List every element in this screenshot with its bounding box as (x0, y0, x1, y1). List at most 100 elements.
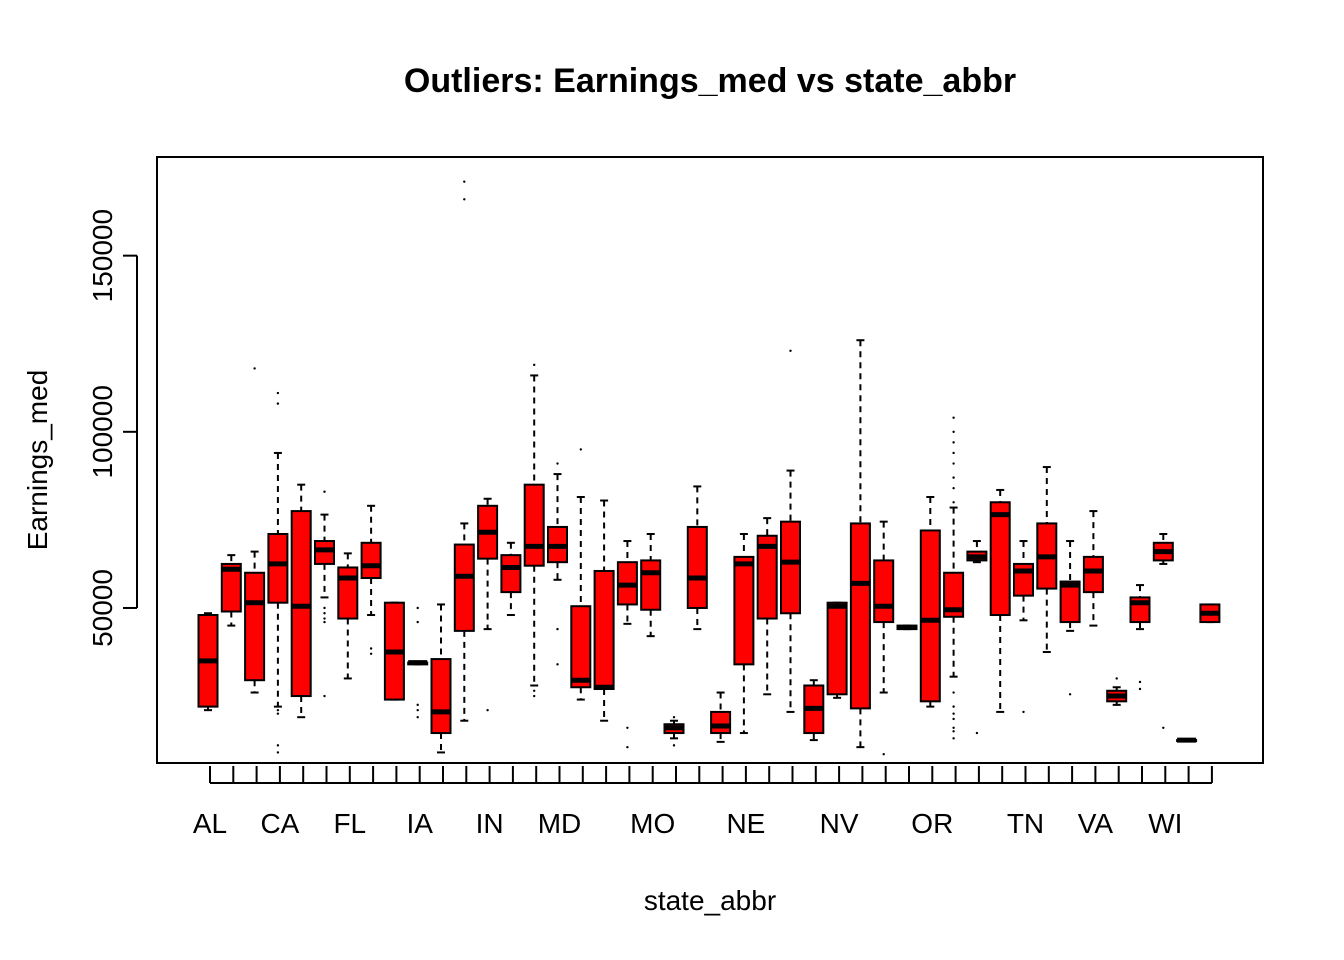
box-body (873, 559, 895, 624)
outlier-point (533, 694, 536, 698)
box-26 (780, 349, 801, 713)
box-19 (616, 540, 638, 749)
box-series (197, 180, 1221, 756)
box-30 (873, 520, 895, 756)
box-body (453, 543, 475, 632)
x-tick-label: OR (911, 808, 953, 839)
outlier-point (672, 715, 676, 719)
box-27 (803, 679, 825, 742)
box-1 (197, 612, 219, 712)
outlier-point (952, 416, 955, 419)
outlier-point (882, 752, 885, 756)
box-23 (710, 691, 732, 743)
y-tick-label: 150000 (87, 209, 118, 302)
box-body (523, 483, 545, 567)
x-tick-label: CA (260, 808, 299, 839)
outlier-point (952, 501, 955, 504)
box-12 (453, 180, 475, 722)
outlier-point (952, 730, 955, 733)
box-44 (1199, 603, 1221, 624)
outlier-point (579, 448, 582, 451)
box-18 (593, 499, 615, 722)
x-tick-label: TN (1007, 808, 1044, 839)
box-13 (477, 497, 499, 712)
outlier-point (323, 612, 326, 615)
box-5 (290, 483, 312, 719)
box-body (849, 522, 871, 710)
outlier-point (276, 744, 280, 747)
plot-frame (156, 156, 1264, 764)
outlier-point (789, 349, 792, 352)
box-21 (663, 715, 685, 747)
outlier-point (952, 451, 955, 455)
box-31 (896, 624, 918, 631)
box-body (686, 525, 708, 609)
outlier-point (952, 476, 955, 479)
outlier-point (533, 363, 536, 367)
box-36 (1013, 540, 1034, 714)
outlier-point (323, 620, 326, 624)
x-tick-label: WI (1148, 808, 1182, 839)
box-body (337, 566, 359, 620)
outlier-point (463, 198, 466, 201)
outlier-point (253, 367, 256, 370)
outlier-point (463, 180, 466, 183)
outlier-point (533, 689, 536, 692)
box-body (756, 534, 778, 620)
outlier-point (952, 705, 955, 708)
x-tick-label: MO (630, 808, 675, 839)
box-25 (756, 517, 778, 696)
x-tick-label: NE (726, 808, 765, 839)
box-41 (1129, 584, 1151, 691)
outlier-point (1115, 677, 1118, 680)
box-body (244, 571, 266, 682)
box-body (360, 541, 382, 580)
box-body (943, 571, 965, 618)
outlier-point (486, 708, 489, 712)
box-37 (1036, 466, 1058, 654)
box-3 (244, 367, 266, 694)
box-9 (383, 601, 405, 701)
outlier-point (556, 663, 559, 666)
outlier-point (276, 391, 280, 395)
outlier-point (952, 737, 955, 740)
outlier-point (416, 703, 419, 707)
box-29 (849, 339, 871, 749)
box-39 (1082, 510, 1104, 627)
x-tick-label: NV (820, 808, 859, 839)
box-body (430, 658, 452, 735)
box-20 (640, 532, 662, 638)
x-axis-label: state_abbr (644, 885, 776, 916)
outlier-point (369, 647, 373, 650)
box-body (780, 520, 801, 615)
x-tick-label: IA (406, 808, 433, 839)
outlier-point (416, 708, 419, 712)
outlier-point (952, 462, 955, 465)
x-axis: AL CA FL IA IN MD MO NE NV OR TN VA WI (193, 766, 1213, 839)
box-16 (547, 462, 568, 666)
outlier-point (276, 712, 280, 715)
box-11 (430, 603, 452, 754)
outlier-point (369, 652, 373, 655)
outlier-point (1068, 693, 1072, 696)
box-22 (686, 485, 708, 631)
box-32 (919, 495, 941, 708)
box-8 (360, 504, 382, 655)
box-body (733, 555, 755, 666)
x-tick-label: AL (193, 808, 227, 839)
box-40 (1106, 677, 1128, 706)
box-body (919, 529, 941, 703)
box-body (220, 562, 242, 613)
x-tick-label: IN (476, 808, 504, 839)
box-33 (943, 416, 965, 740)
box-body (500, 554, 522, 594)
outlier-point (1022, 710, 1025, 714)
outlier-point (952, 691, 955, 694)
y-axis-label: Earnings_med (22, 370, 53, 551)
x-tick-label: FL (333, 808, 366, 839)
outlier-point (952, 712, 955, 715)
box-body (570, 605, 592, 689)
outlier-point (952, 726, 955, 729)
outlier-point (672, 744, 676, 747)
chart-title: Outliers: Earnings_med vs state_abbr (404, 62, 1016, 100)
